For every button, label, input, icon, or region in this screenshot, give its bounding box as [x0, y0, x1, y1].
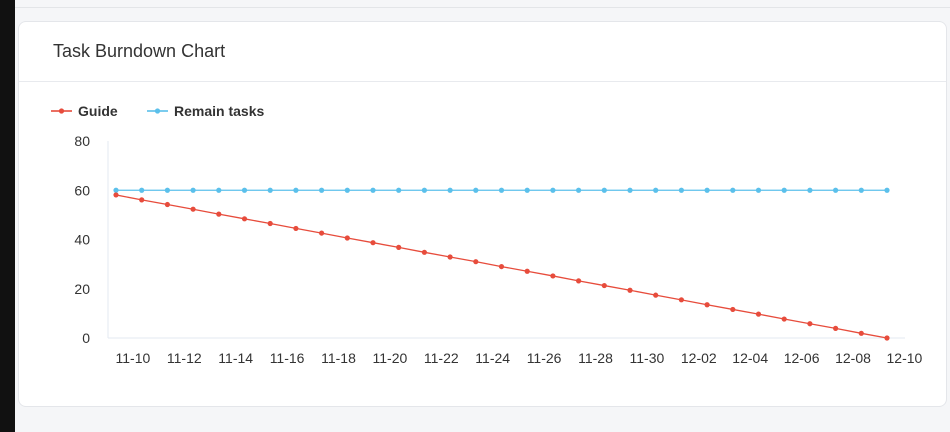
data-point [267, 220, 273, 227]
legend-item[interactable]: Guide [78, 103, 118, 119]
data-point [833, 325, 839, 331]
data-point [858, 330, 864, 336]
card-header: Task Burndown Chart [19, 22, 946, 82]
data-point [807, 321, 813, 327]
data-point [678, 297, 685, 303]
data-point [884, 187, 890, 193]
x-tick-label: 12-10 [887, 350, 923, 366]
data-point [396, 244, 402, 250]
data-point [473, 187, 479, 193]
data-point [653, 187, 659, 193]
x-tick-label: 11-12 [167, 350, 202, 366]
data-point [421, 249, 427, 255]
data-point [319, 187, 325, 193]
data-point [550, 187, 556, 193]
data-point [344, 235, 350, 241]
x-tick-label: 12-02 [681, 350, 717, 366]
data-point [781, 316, 787, 322]
data-point [755, 311, 762, 317]
data-point [139, 197, 145, 203]
data-point [833, 187, 839, 193]
data-point [190, 187, 196, 193]
data-point [704, 187, 710, 193]
x-tick-label: 12-06 [784, 350, 820, 366]
x-tick-label: 11-28 [578, 350, 613, 366]
x-tick-label: 11-16 [270, 350, 305, 366]
data-point [164, 201, 170, 208]
x-tick-label: 11-30 [630, 350, 665, 366]
data-point [344, 187, 350, 193]
x-tick-label: 11-22 [424, 350, 459, 366]
data-point [473, 259, 479, 265]
data-point [524, 187, 530, 193]
x-tick-label: 11-24 [475, 350, 510, 366]
data-point [781, 187, 787, 193]
data-point [807, 187, 813, 193]
x-tick-label: 11-14 [218, 350, 253, 366]
data-point [704, 302, 710, 308]
data-point [447, 187, 453, 193]
divider [15, 7, 950, 8]
data-point [653, 292, 659, 298]
data-point [601, 187, 607, 193]
data-point [421, 187, 427, 193]
y-tick-label: 40 [74, 232, 90, 248]
data-point [319, 230, 325, 236]
data-point [113, 192, 119, 198]
data-point [241, 187, 248, 193]
y-tick-label: 0 [82, 330, 90, 346]
data-point [858, 187, 864, 193]
data-point [550, 273, 556, 279]
data-point [216, 211, 222, 217]
x-tick-label: 11-20 [373, 350, 408, 366]
data-point [601, 282, 607, 289]
card-title: Task Burndown Chart [53, 41, 226, 61]
data-point [524, 268, 530, 274]
burndown-card: Task Burndown Chart [18, 21, 947, 407]
data-point [447, 254, 453, 260]
y-tick-label: 20 [74, 281, 90, 297]
data-point [884, 335, 890, 341]
y-tick-label: 80 [74, 133, 90, 149]
x-tick-label: 12-08 [835, 350, 871, 366]
data-point [164, 187, 170, 193]
data-point [216, 187, 222, 193]
x-tick-label: 12-04 [732, 350, 768, 366]
x-tick-label: 11-26 [527, 350, 562, 366]
legend-marker-icon[interactable] [154, 108, 161, 114]
data-point [267, 187, 273, 193]
window-edge [0, 0, 15, 432]
x-tick-label: 11-18 [321, 350, 356, 366]
data-point [755, 187, 762, 193]
data-point [627, 187, 633, 193]
data-point [113, 187, 119, 193]
x-tick-label: 11-10 [116, 350, 151, 366]
data-point [190, 206, 196, 212]
legend-item[interactable]: Remain tasks [174, 103, 264, 119]
data-point [370, 187, 376, 193]
data-point [370, 240, 376, 246]
data-point [396, 187, 402, 193]
data-point [241, 216, 248, 222]
data-point [293, 187, 299, 193]
data-point [498, 263, 505, 270]
data-point [498, 187, 505, 193]
data-point [730, 187, 736, 193]
data-point [576, 187, 582, 193]
data-point [293, 225, 299, 232]
data-point [576, 278, 582, 284]
data-point [627, 287, 633, 293]
legend-marker-icon[interactable] [58, 108, 65, 114]
data-point [730, 306, 736, 313]
data-point [678, 187, 685, 193]
y-tick-label: 60 [74, 182, 90, 198]
data-point [139, 187, 145, 193]
